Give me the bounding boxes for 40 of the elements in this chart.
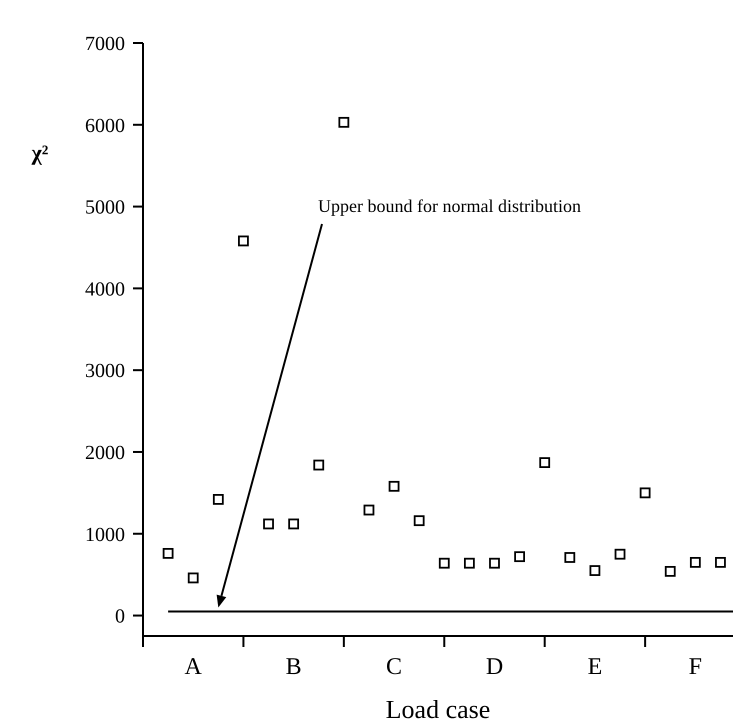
point [539,457,550,468]
x-tick-label: C [386,654,402,680]
y-tick-label: 6000 [85,114,125,137]
point [188,572,199,584]
point [288,518,300,530]
y-axis-title: χ² [30,140,49,165]
point [263,518,274,530]
point [614,548,626,560]
y-tick-label: 0 [115,606,125,628]
x-tick-label: B [286,654,302,680]
point [438,558,450,569]
point [564,552,576,563]
point [464,558,475,569]
y-tick-label: 7000 [85,33,125,55]
point [640,487,651,498]
point [514,551,525,562]
point [690,556,701,568]
y-tick-label: 5000 [85,196,125,219]
x-tick-label: A [184,654,203,680]
point [313,460,324,470]
point [664,566,676,577]
point [238,236,249,246]
point [162,548,174,559]
annotation: Upper bound for normal distribution [318,196,581,216]
point [414,515,425,526]
x-tick-label: D [486,654,504,680]
point [489,558,500,569]
y-tick-label: 2000 [85,442,125,464]
point [364,504,374,516]
y-tick-label: 4000 [85,278,125,300]
x-tick-label: F [688,654,702,680]
point [388,480,400,492]
point [590,565,600,576]
y-tick-label: 3000 [85,360,125,382]
x-axis-title: Load case [386,695,490,724]
y-tick-label: 1000 [85,524,125,546]
point [212,494,224,505]
point [715,556,726,568]
point [338,116,350,128]
x-tick-label: E [588,654,602,680]
